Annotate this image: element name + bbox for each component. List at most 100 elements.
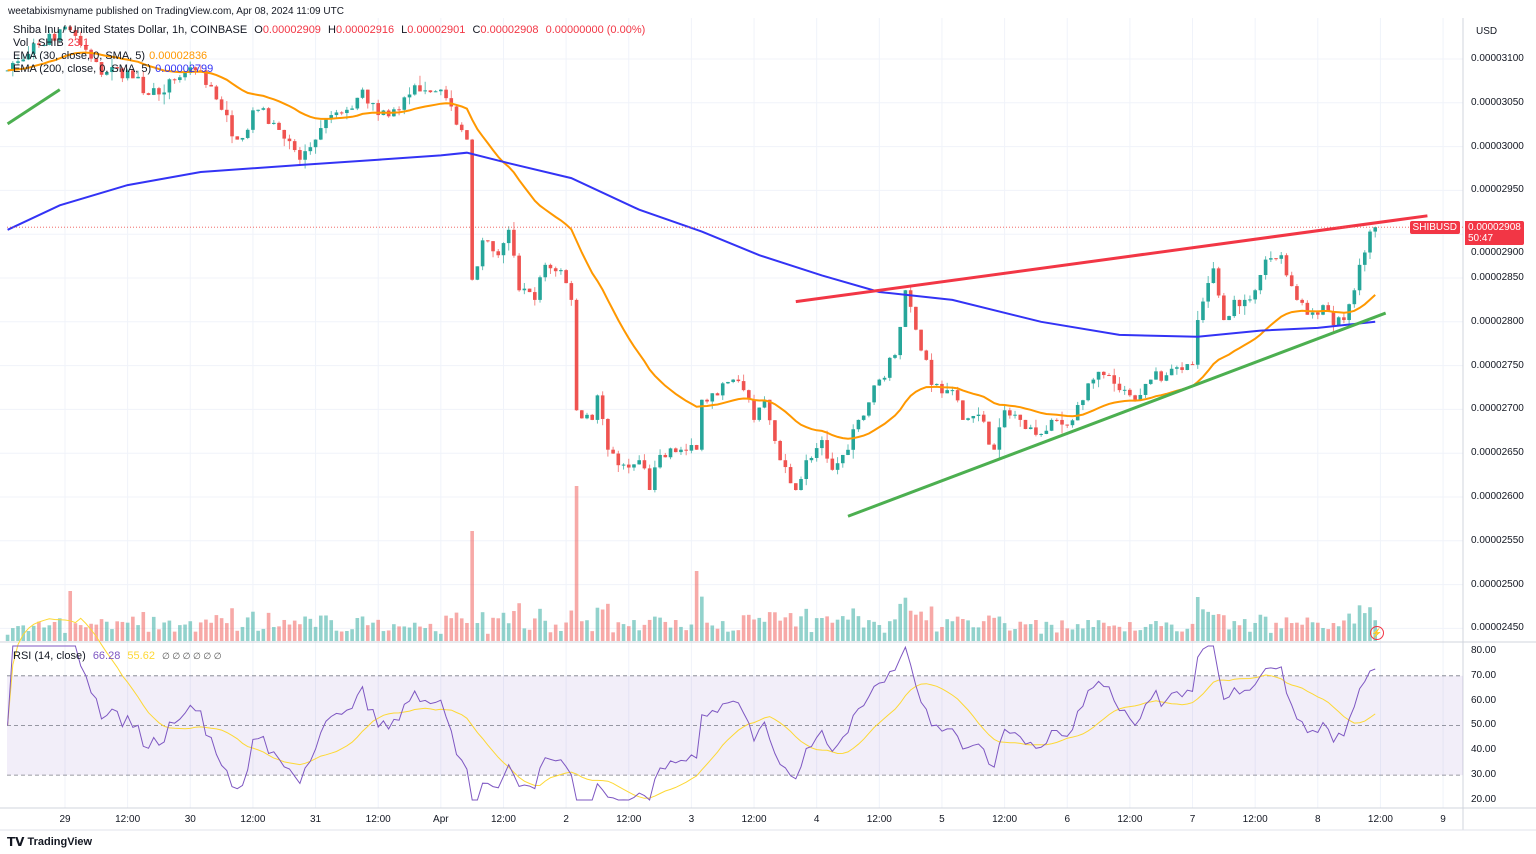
volume-bar — [345, 631, 349, 641]
candle-body — [120, 68, 125, 79]
candle-body — [68, 26, 73, 31]
volume-bar — [360, 616, 365, 641]
candle-body — [334, 112, 339, 116]
candle-body — [454, 106, 459, 125]
time-tick-label: 12:00 — [866, 814, 892, 825]
volume-bar — [835, 619, 840, 641]
volume-bar — [120, 621, 125, 641]
candle-body — [731, 379, 735, 382]
candle-body — [1086, 383, 1090, 401]
time-tick-label: 12:00 — [115, 814, 141, 825]
volume-bar — [1101, 622, 1106, 641]
volume-bar — [945, 619, 949, 641]
volume-bar — [26, 631, 31, 641]
candle-body — [282, 129, 287, 139]
volume-bar — [512, 611, 516, 641]
candle-body — [585, 414, 589, 419]
candle-body — [1342, 317, 1346, 321]
candle-body — [506, 229, 511, 244]
volume-bar — [1232, 621, 1237, 641]
candle-body — [491, 241, 495, 252]
candle-body — [240, 137, 245, 140]
volume-bar — [846, 619, 850, 641]
candle-body — [1023, 419, 1028, 430]
volume-bar — [929, 606, 934, 641]
volume-bar — [104, 621, 109, 641]
symbol-name[interactable]: Shiba Inu / United States Dollar, 1h, CO… — [13, 24, 248, 36]
candle-body — [42, 44, 46, 46]
candle-body — [720, 383, 725, 396]
candle-body — [1258, 275, 1263, 291]
volume-bar — [230, 608, 234, 641]
candle-body — [668, 448, 673, 458]
candle-body — [89, 49, 93, 59]
volume-bar — [621, 624, 626, 641]
candle-body — [825, 440, 829, 459]
candle-body — [673, 448, 678, 453]
volume-bar — [386, 630, 391, 641]
candle-body — [574, 299, 579, 411]
candle-body — [439, 89, 443, 92]
volume-bar — [277, 626, 281, 641]
candle-body — [470, 139, 474, 280]
candle-body — [856, 419, 861, 430]
volume-bar — [726, 631, 730, 641]
volume-bar — [78, 625, 83, 641]
candle-body — [1117, 383, 1122, 391]
volume-bar — [626, 626, 631, 641]
volume-bar — [997, 616, 1002, 641]
volume-bar — [752, 619, 756, 641]
tradingview-logo[interactable]: 𝗧𝗩 TradingView — [7, 835, 92, 849]
candle-body — [564, 270, 568, 284]
volume-bar — [412, 622, 417, 641]
ema30-line — [7, 51, 1376, 440]
volume-bar — [240, 626, 245, 641]
candle-body — [679, 449, 683, 453]
candle-body — [1028, 427, 1033, 430]
candle-body — [752, 399, 756, 420]
volume-bar — [1044, 621, 1049, 641]
candle-body — [209, 84, 213, 87]
currency-label[interactable]: USD — [1476, 26, 1498, 37]
candle-body — [616, 453, 621, 466]
open-label: O — [254, 24, 263, 36]
candle-body — [1081, 400, 1085, 406]
volume-bar — [1195, 597, 1200, 641]
volume-bar — [887, 621, 892, 641]
candle-body — [178, 77, 182, 81]
volume-bar — [840, 616, 845, 641]
candle-body — [1060, 419, 1064, 425]
candle-body — [658, 454, 662, 468]
legend-volume-row[interactable]: Vol · SHIB 23.1 — [13, 37, 93, 49]
volume-bar — [1289, 623, 1294, 641]
legend-ema30-row[interactable]: EMA (30, close, 0, SMA, 5) 0.00002836 — [13, 50, 211, 62]
candle-body — [1159, 371, 1163, 381]
volume-bar — [1039, 633, 1043, 641]
volume-bar — [1148, 624, 1153, 641]
volume-bar — [157, 629, 161, 641]
volume-bar — [313, 626, 318, 641]
candle-body — [1180, 367, 1184, 370]
candle-body — [1164, 375, 1169, 381]
volume-bar — [407, 627, 412, 641]
legend-rsi-row[interactable]: RSI (14, close) 66.28 55.62 ∅ ∅ ∅ ∅ ∅ ∅ — [13, 650, 226, 662]
candle-body — [527, 288, 532, 293]
candle-body — [783, 460, 788, 468]
candle-body — [579, 410, 584, 419]
legend-ema200-row[interactable]: EMA (200, close, 0, SMA, 5) 0.00002799 — [13, 63, 217, 75]
price-tick-label: 0.00002450 — [1471, 622, 1524, 634]
candle-body — [689, 445, 694, 451]
volume-bar — [209, 622, 213, 641]
candle-body — [1216, 268, 1221, 296]
volume-bar — [1274, 622, 1278, 641]
rsi-extra-values: ∅ ∅ ∅ ∅ ∅ ∅ — [162, 651, 222, 661]
volume-bar — [579, 621, 584, 641]
candle-body — [486, 240, 490, 242]
volume-bar — [1023, 624, 1028, 641]
lightning-icon[interactable]: ⚡ — [1370, 626, 1384, 640]
volume-bar — [919, 611, 923, 641]
volume-bar — [1216, 614, 1221, 641]
candle-body — [715, 393, 720, 396]
low-value: 0.00002901 — [407, 24, 466, 36]
